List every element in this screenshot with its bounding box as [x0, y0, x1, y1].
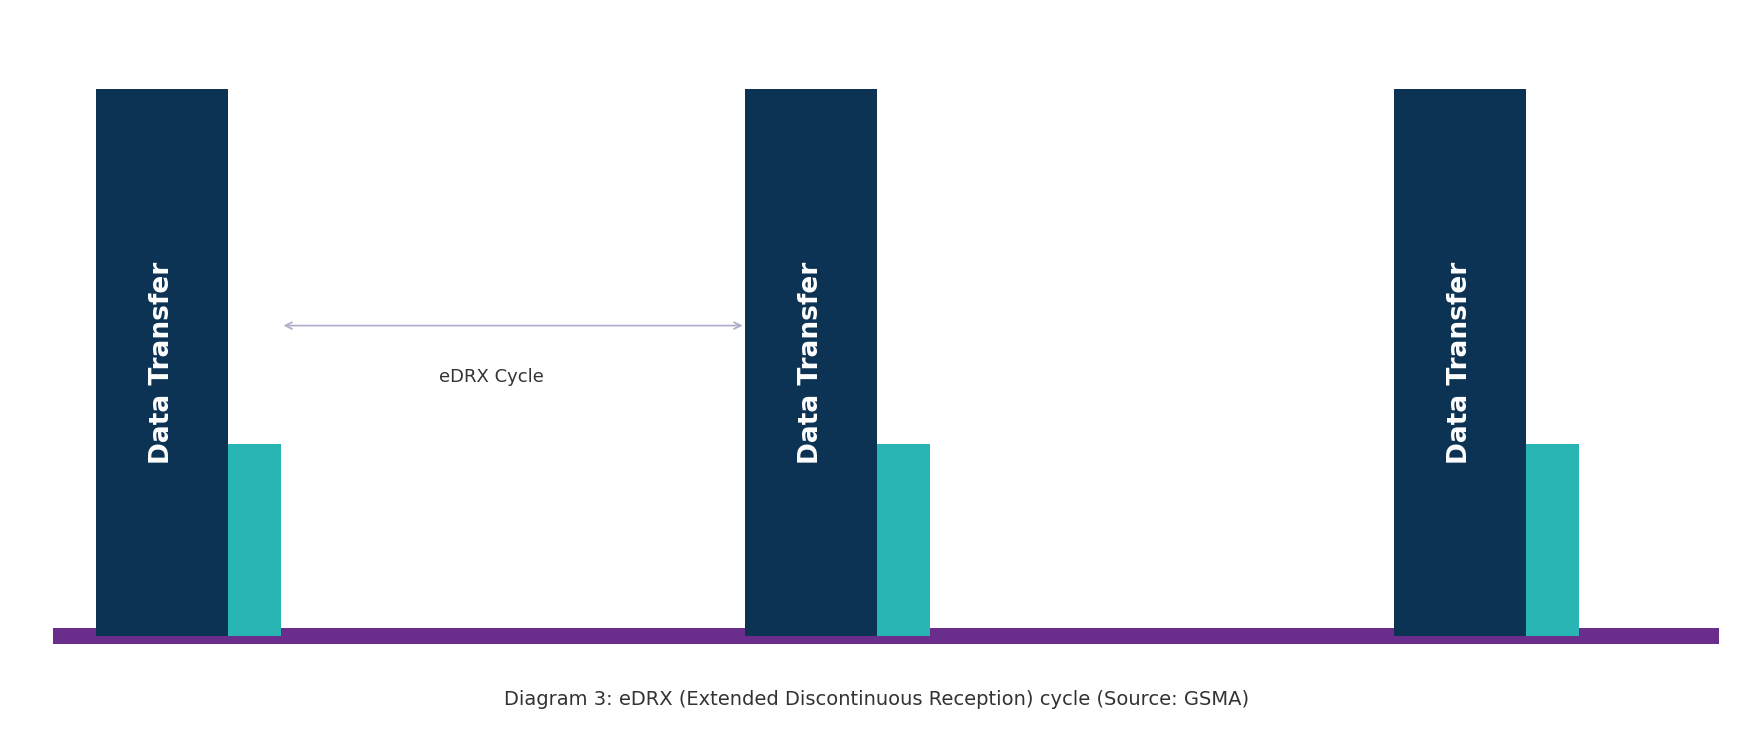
Text: Data Transfer: Data Transfer [1447, 261, 1473, 464]
Text: Diagram 3: eDRX (Extended Discontinuous Reception) cycle (Source: GSMA): Diagram 3: eDRX (Extended Discontinuous … [505, 690, 1249, 709]
Text: eDRX Cycle: eDRX Cycle [438, 369, 544, 386]
Text: Data Transfer: Data Transfer [798, 261, 824, 464]
Bar [745, 89, 877, 636]
Bar [1394, 89, 1526, 636]
Bar [53, 628, 1719, 644]
Bar [96, 89, 228, 636]
Bar [228, 444, 281, 636]
Text: Data Transfer: Data Transfer [149, 261, 175, 464]
Bar [1526, 444, 1579, 636]
Bar [877, 444, 930, 636]
